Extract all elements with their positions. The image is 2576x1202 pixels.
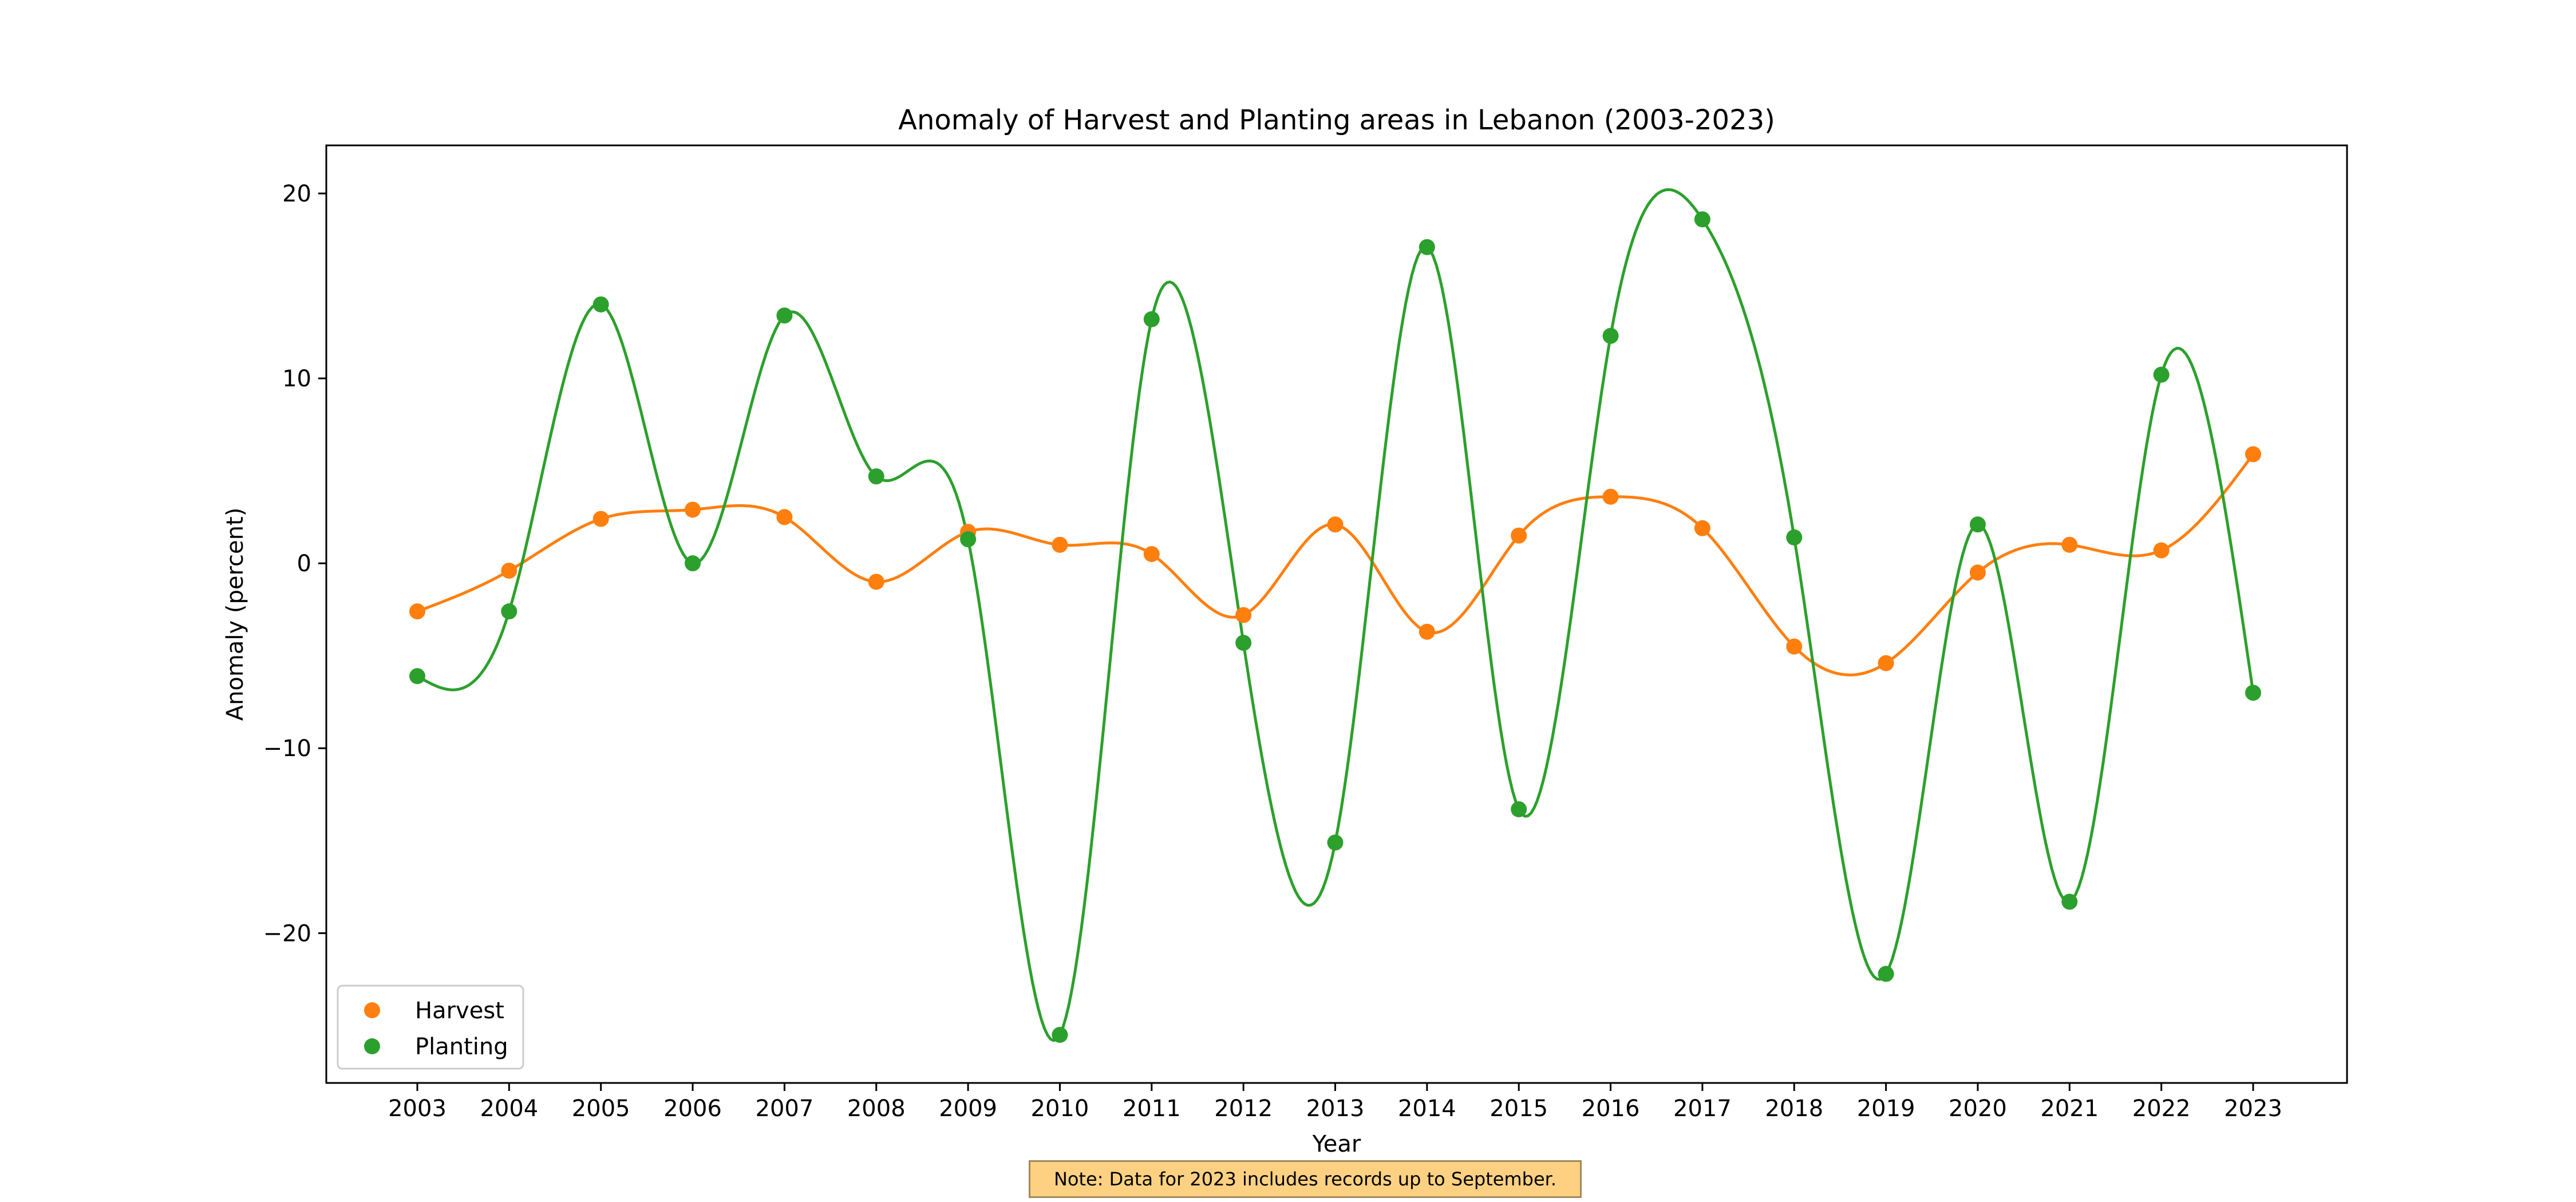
x-tick-label: 2009 <box>939 1096 997 1122</box>
harvest-point <box>685 501 701 518</box>
x-axis: 2003 2004 2005 2006 2007 2008 2009 2010 2011 2012… <box>388 1083 2282 1122</box>
harvest-point <box>409 603 425 620</box>
legend-label-planting: Planting <box>415 1034 508 1060</box>
x-tick-label: 2022 <box>2132 1096 2191 1122</box>
y-tick-label: −20 <box>263 920 311 947</box>
x-tick-label: 2004 <box>480 1096 538 1122</box>
y-axis-label: Anomaly (percent) <box>222 508 248 721</box>
planting-line <box>416 188 2255 1042</box>
planting-point <box>1694 211 1710 228</box>
y-axis: 20 10 0 −10 −20 <box>263 181 326 947</box>
planting-point <box>868 468 884 485</box>
y-tick-label: −10 <box>263 736 311 762</box>
x-tick-label: 2005 <box>572 1096 630 1122</box>
x-tick-label: 2018 <box>1765 1096 1823 1122</box>
y-tick-label: 0 <box>297 551 311 577</box>
planting-point <box>1143 311 1160 327</box>
x-tick-label: 2006 <box>663 1096 722 1122</box>
harvest-point <box>1143 546 1160 562</box>
harvest-point <box>776 509 793 525</box>
harvest-point <box>1052 536 1068 553</box>
harvest-point <box>592 511 609 527</box>
harvest-point <box>2245 446 2261 462</box>
harvest-point <box>868 574 884 590</box>
planting-point <box>2153 366 2170 383</box>
harvest-point <box>1235 607 1252 623</box>
x-tick-label: 2013 <box>1306 1096 1365 1122</box>
x-tick-label: 2010 <box>1031 1096 1089 1122</box>
harvest-point <box>1511 527 1527 544</box>
planting-point <box>1235 635 1252 651</box>
planting-point <box>960 531 977 548</box>
harvest-point <box>2153 542 2170 559</box>
harvest-point <box>1969 564 1986 581</box>
x-axis-label: Year <box>1312 1131 1361 1157</box>
x-tick-label: 2017 <box>1673 1096 1732 1122</box>
legend-marker-planting <box>364 1038 380 1054</box>
planting-point <box>1052 1027 1068 1043</box>
harvest-point <box>1419 623 1435 640</box>
x-tick-label: 2008 <box>847 1096 906 1122</box>
harvest-point <box>2061 536 2078 553</box>
plot-frame <box>325 144 2348 1084</box>
data-note: Note: Data for 2023 includes records up … <box>1029 1160 1582 1198</box>
planting-point <box>1419 239 1435 255</box>
planting-point <box>409 668 425 685</box>
series-lines <box>416 188 2255 1042</box>
planting-point <box>2245 685 2261 701</box>
planting-point <box>1327 835 1344 851</box>
harvest-point <box>1327 516 1344 533</box>
x-tick-label: 2019 <box>1857 1096 1915 1122</box>
y-tick-label: 20 <box>282 181 311 207</box>
x-tick-label: 2015 <box>1490 1096 1548 1122</box>
harvest-point <box>1694 520 1710 536</box>
harvest-point <box>1786 638 1803 655</box>
planting-point <box>2061 893 2078 910</box>
planting-point <box>592 296 609 313</box>
planting-point <box>1878 966 1894 982</box>
legend-box <box>337 984 524 1070</box>
harvest-point <box>1878 655 1894 671</box>
legend-marker-harvest <box>364 1002 380 1018</box>
planting-point <box>1786 529 1803 545</box>
planting-point <box>685 555 701 572</box>
y-tick-label: 10 <box>282 366 311 392</box>
planting-point <box>776 307 793 324</box>
chart-title: Anomaly of Harvest and Planting areas in… <box>898 104 1775 136</box>
planting-point <box>1969 516 1986 533</box>
x-tick-label: 2016 <box>1582 1096 1640 1122</box>
x-tick-label: 2011 <box>1123 1096 1181 1122</box>
x-tick-label: 2014 <box>1398 1096 1456 1122</box>
x-tick-label: 2012 <box>1214 1096 1273 1122</box>
planting-point <box>1602 327 1619 344</box>
x-tick-label: 2023 <box>2224 1096 2282 1122</box>
x-tick-label: 2007 <box>756 1096 814 1122</box>
harvest-point <box>501 563 517 579</box>
x-tick-label: 2020 <box>1949 1096 2007 1122</box>
planting-point <box>1511 801 1527 817</box>
x-tick-label: 2003 <box>388 1096 447 1122</box>
legend-label-harvest: Harvest <box>415 998 504 1024</box>
series-points <box>409 211 2261 1043</box>
harvest-point <box>1602 488 1619 505</box>
planting-point <box>501 603 517 620</box>
legend: Harvest Planting <box>337 984 524 1070</box>
x-tick-label: 2021 <box>2040 1096 2099 1122</box>
